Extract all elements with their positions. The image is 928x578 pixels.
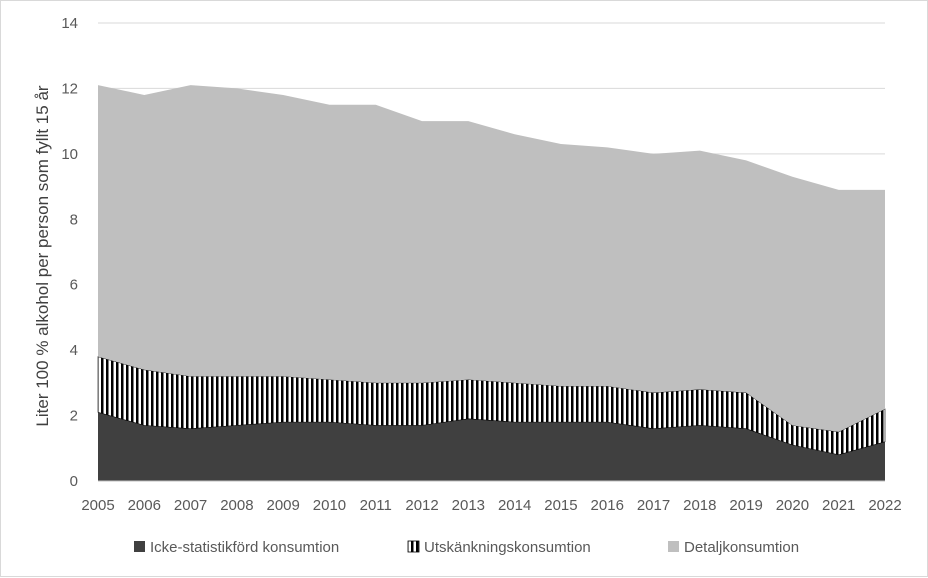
x-tick-label: 2005 [81, 497, 114, 514]
x-tick-label: 2016 [591, 497, 624, 514]
area-series-1 [98, 412, 885, 481]
legend-swatch-2 [407, 540, 420, 553]
x-tick-label: 2010 [313, 497, 346, 514]
x-tick-labels: 2005 2006 2007 2008 2009 2010 2011 2012 2013 2014… [81, 497, 901, 514]
y-tick-label: 10 [61, 146, 78, 163]
y-tick-label: 4 [70, 342, 78, 359]
x-tick-label: 2019 [729, 497, 762, 514]
x-tick-label: 2022 [868, 497, 901, 514]
legend-label-1: Icke-statistikförd konsumtion [150, 539, 339, 556]
x-tick-label: 2009 [266, 497, 299, 514]
y-tick-label: 8 [70, 211, 78, 228]
x-tick-label: 2014 [498, 497, 531, 514]
y-tick-label: 14 [61, 15, 78, 32]
x-tick-label: 2008 [220, 497, 253, 514]
legend-swatch-3 [668, 541, 679, 552]
x-tick-label: 2013 [452, 497, 485, 514]
legend-label-3: Detaljkonsumtion [684, 539, 799, 556]
y-tick-label: 12 [61, 80, 78, 97]
x-tick-label: 2020 [776, 497, 809, 514]
legend-label-2: Utskänkningskonsumtion [424, 539, 591, 556]
legend: Icke-statistikförd konsumtion Utskänkning… [134, 539, 799, 556]
x-tick-label: 2018 [683, 497, 716, 514]
legend-swatch-1 [134, 541, 145, 552]
x-tick-label: 2021 [822, 497, 855, 514]
y-tick-labels: 0 2 4 6 8 10 12 14 [61, 15, 78, 490]
area-series-3 [98, 85, 885, 432]
y-tick-label: 2 [70, 408, 78, 425]
x-tick-label: 2017 [637, 497, 670, 514]
x-tick-label: 2012 [405, 497, 438, 514]
y-tick-label: 0 [70, 473, 78, 490]
x-tick-label: 2006 [128, 497, 161, 514]
areas [97, 85, 886, 481]
y-tick-label: 6 [70, 277, 78, 294]
x-tick-label: 2007 [174, 497, 207, 514]
y-axis-label: Liter 100 % alkohol per person som fyllt… [33, 85, 52, 426]
x-tick-label: 2011 [360, 497, 392, 514]
x-tick-label: 2015 [544, 497, 577, 514]
